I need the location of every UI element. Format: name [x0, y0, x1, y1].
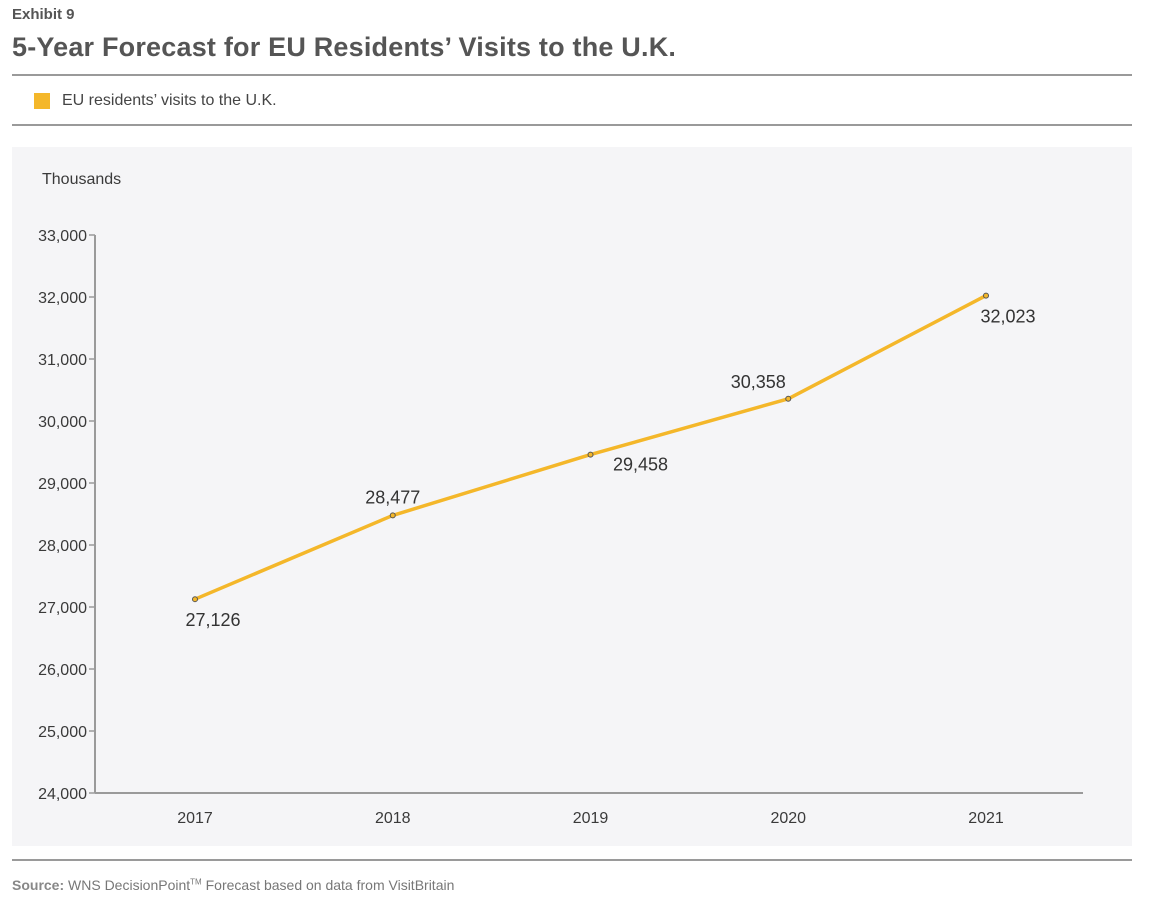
y-tick-label: 27,000 — [38, 600, 87, 617]
source-label: Source: — [12, 877, 65, 893]
data-label: 27,126 — [185, 610, 240, 630]
legend: EU residents’ visits to the U.K. — [34, 92, 277, 110]
data-point — [983, 292, 989, 299]
data-point — [389, 512, 396, 519]
data-label: 28,477 — [365, 487, 420, 507]
data-point — [192, 596, 198, 603]
source-text-1: WNS DecisionPoint — [68, 877, 191, 893]
legend-label: EU residents’ visits to the U.K. — [62, 92, 277, 109]
x-tick-label: 2018 — [375, 810, 411, 827]
x-tick-label: 2019 — [573, 810, 609, 827]
y-tick-label: 25,000 — [38, 724, 87, 741]
top-divider — [12, 74, 1132, 76]
y-tick-label: 33,000 — [38, 228, 87, 245]
data-point — [785, 395, 792, 402]
y-tick-label: 29,000 — [38, 476, 87, 493]
bottom-divider — [12, 859, 1132, 861]
data-label: 30,358 — [731, 372, 786, 392]
y-tick-label: 30,000 — [38, 414, 87, 431]
source-text-2: Forecast based on data from VisitBritain — [201, 877, 455, 893]
data-point — [587, 451, 594, 458]
exhibit-label: Exhibit 9 — [12, 6, 75, 23]
trademark: TM — [190, 877, 202, 887]
plot-background — [12, 147, 1132, 846]
y-axis-title: Thousands — [42, 171, 121, 188]
y-tick-label: 32,000 — [38, 290, 87, 307]
series-line — [193, 293, 988, 601]
data-label: 32,023 — [980, 307, 1035, 327]
legend-divider — [12, 124, 1132, 126]
legend-swatch — [34, 93, 50, 109]
data-label: 29,458 — [613, 455, 668, 475]
x-tick-label: 2020 — [770, 810, 806, 827]
y-tick-label: 31,000 — [38, 352, 87, 369]
y-tick-label: 28,000 — [38, 538, 87, 555]
x-tick-label: 2021 — [968, 810, 1004, 827]
source-note: Source: WNS DecisionPointTM Forecast bas… — [12, 877, 454, 893]
y-tick-label: 24,000 — [38, 786, 87, 803]
x-tick-label: 2017 — [177, 810, 213, 827]
chart-title: 5-Year Forecast for EU Residents’ Visits… — [12, 32, 677, 62]
y-tick-label: 26,000 — [38, 662, 87, 679]
